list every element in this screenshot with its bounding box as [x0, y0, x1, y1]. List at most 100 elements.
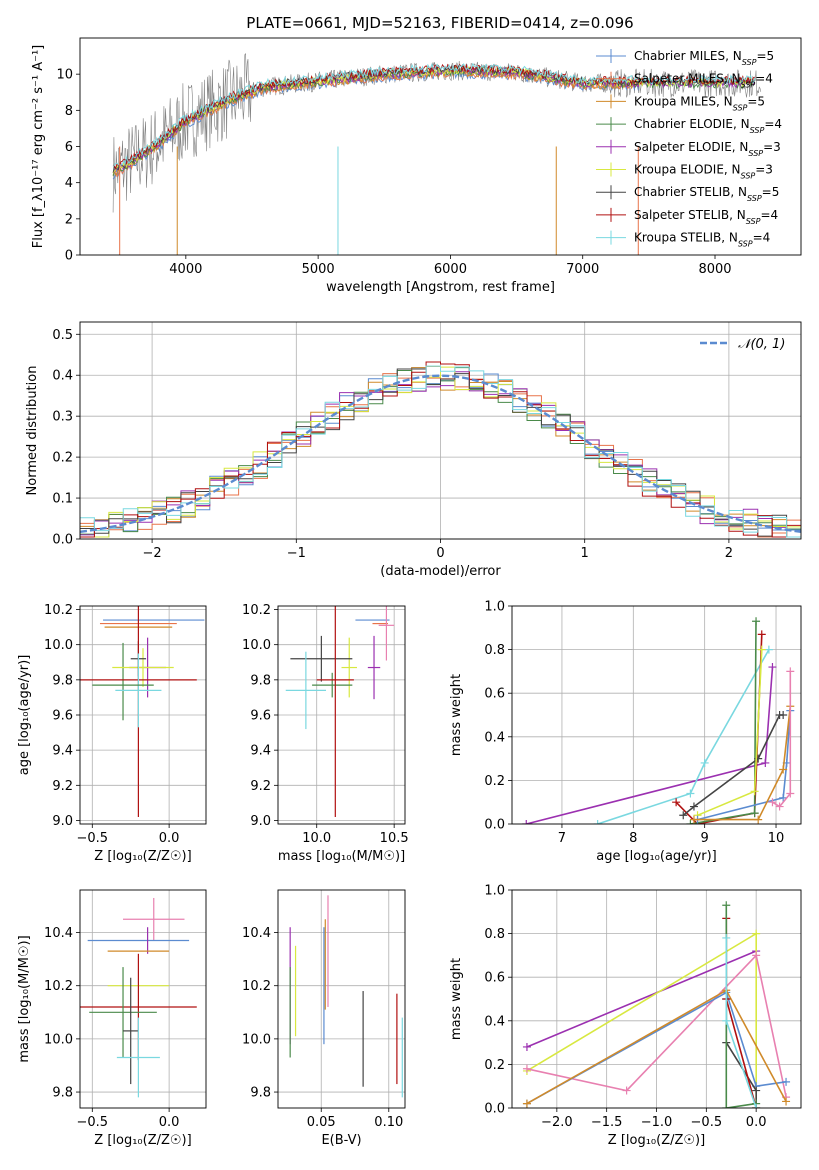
x-tick-label: 7000 — [566, 262, 599, 277]
y-axis-label: Normed distribution — [25, 366, 40, 496]
x-tick-label: 1 — [581, 546, 589, 561]
y-tick-label: 9.8 — [52, 673, 73, 688]
weight-line — [675, 634, 763, 824]
x-tick-label: −0.5 — [77, 1115, 109, 1130]
axes-frame — [277, 889, 406, 1109]
y-tick-label: 0.6 — [484, 971, 505, 986]
weight-line — [697, 710, 792, 821]
y-tick-label: 9.6 — [52, 709, 73, 724]
x-tick-label: 0.0 — [159, 1115, 180, 1130]
mass-age-plot-area — [285, 606, 395, 817]
x-tick-label: 10.5 — [380, 831, 409, 846]
y-tick-label: 10.2 — [242, 979, 271, 994]
legend-label: Kroupa ELODIE, NSSP=3 — [634, 163, 773, 181]
weight-marker — [722, 1016, 731, 1025]
y-tick-label: 10.0 — [44, 1032, 73, 1047]
weight-marker — [782, 1097, 791, 1106]
y-tick-label: 9.4 — [250, 744, 271, 759]
y-tick-label: 10.2 — [44, 979, 73, 994]
z-weight-plot-area — [522, 901, 791, 1108]
weight-line — [690, 621, 757, 824]
y-tick-label: 9.8 — [250, 673, 271, 688]
x-tick-label: 10 — [768, 831, 785, 846]
weight-marker — [722, 1104, 731, 1108]
weight-marker — [786, 667, 795, 676]
y-tick-label: 0.3 — [52, 410, 73, 425]
y-tick-label: 8 — [65, 104, 73, 119]
axes-frame — [511, 889, 802, 1109]
figure-title: PLATE=0661, MJD=52163, FIBERID=0414, z=0… — [246, 14, 633, 32]
x-axis-label: (data-model)/error — [380, 564, 501, 579]
y-axis-label: mass weight — [449, 674, 464, 756]
x-tick-label: −0.5 — [691, 1115, 723, 1130]
legend-label: Kroupa MILES, NSSP=5 — [634, 94, 765, 112]
y-axis-label: Flux [f_λ10⁻¹⁷ erg cm⁻² s⁻¹ A⁻¹] — [31, 45, 46, 249]
z-mass-plot-area — [80, 897, 197, 1098]
y-tick-label: 9.6 — [250, 709, 271, 724]
weight-marker — [522, 1042, 531, 1051]
y-axis-label: mass [log₁₀(M/M☉)] — [17, 935, 32, 1062]
weight-line — [772, 671, 792, 808]
legend-label: Chabrier STELIB, NSSP=5 — [634, 185, 779, 203]
weight-marker — [722, 933, 731, 942]
axes-frame — [79, 37, 802, 256]
weight-marker — [686, 820, 695, 824]
x-tick-label: 0.0 — [746, 1115, 767, 1130]
x-tick-label: 0.10 — [374, 1115, 403, 1130]
weight-line — [694, 706, 792, 821]
weight-marker — [752, 951, 761, 960]
legend-label: Salpeter MILES, NSSP=4 — [634, 72, 773, 90]
y-tick-label: 0.2 — [52, 451, 73, 466]
y-tick-label: 0.8 — [484, 643, 505, 658]
x-tick-label: 2 — [725, 546, 733, 561]
weight-line — [526, 991, 787, 1105]
weight-marker — [750, 787, 759, 796]
x-axis-label: age [log₁₀(age/yr)] — [596, 849, 717, 864]
y-tick-label: 0.4 — [484, 1014, 505, 1029]
weight-marker — [768, 798, 777, 807]
legend-label: Salpeter ELODIE, NSSP=3 — [634, 140, 781, 158]
y-tick-label: 0.0 — [52, 533, 73, 548]
x-tick-label: −1 — [287, 546, 306, 561]
weight-marker — [754, 815, 763, 824]
weight-marker — [752, 617, 761, 626]
ebv-mass-plot-area — [289, 895, 403, 1098]
y-tick-label: 9.0 — [250, 814, 271, 829]
y-tick-label: 0.6 — [484, 687, 505, 702]
weight-marker — [779, 711, 788, 719]
y-tick-label: 10.4 — [44, 926, 73, 941]
weight-marker — [672, 798, 681, 807]
histogram-step — [80, 365, 801, 539]
model-spectrum-line — [112, 62, 756, 168]
y-tick-label: 0.2 — [484, 1058, 505, 1073]
x-tick-label: 8000 — [698, 262, 731, 277]
y-tick-label: 0.2 — [484, 774, 505, 789]
weight-marker — [768, 663, 777, 672]
x-axis-label: Z [log₁₀(Z/Z☉)] — [94, 849, 191, 864]
weight-marker — [786, 789, 795, 798]
y-tick-label: 6 — [65, 140, 73, 155]
y-axis-label: age [log₁₀(age/yr)] — [17, 655, 32, 776]
y-tick-label: 0.5 — [52, 328, 73, 343]
y-tick-label: 10.2 — [242, 603, 271, 618]
x-tick-label: 0.0 — [159, 831, 180, 846]
weight-marker — [689, 802, 698, 811]
y-tick-label: 10 — [56, 68, 73, 83]
histogram-step — [80, 361, 801, 539]
x-axis-label: mass [log₁₀(M/M☉)] — [278, 849, 405, 864]
weight-line — [597, 649, 770, 824]
x-axis-label: wavelength [Angstrom, rest frame] — [326, 280, 555, 295]
y-tick-label: 10.4 — [242, 926, 271, 941]
y-tick-label: 1.0 — [484, 600, 505, 615]
weight-marker — [700, 758, 709, 767]
y-tick-label: 0.4 — [52, 369, 73, 384]
legend-label: Chabrier ELODIE, NSSP=4 — [634, 117, 782, 135]
residuals-plot-area — [80, 361, 801, 539]
axes-frame — [79, 605, 207, 825]
y-tick-label: 10.2 — [44, 603, 73, 618]
y-tick-label: 0.8 — [484, 927, 505, 942]
x-tick-label: 7 — [558, 831, 566, 846]
z-age-plot-area — [80, 606, 205, 817]
y-tick-label: 1.0 — [484, 884, 505, 899]
age-weight-plot-area — [522, 617, 795, 824]
